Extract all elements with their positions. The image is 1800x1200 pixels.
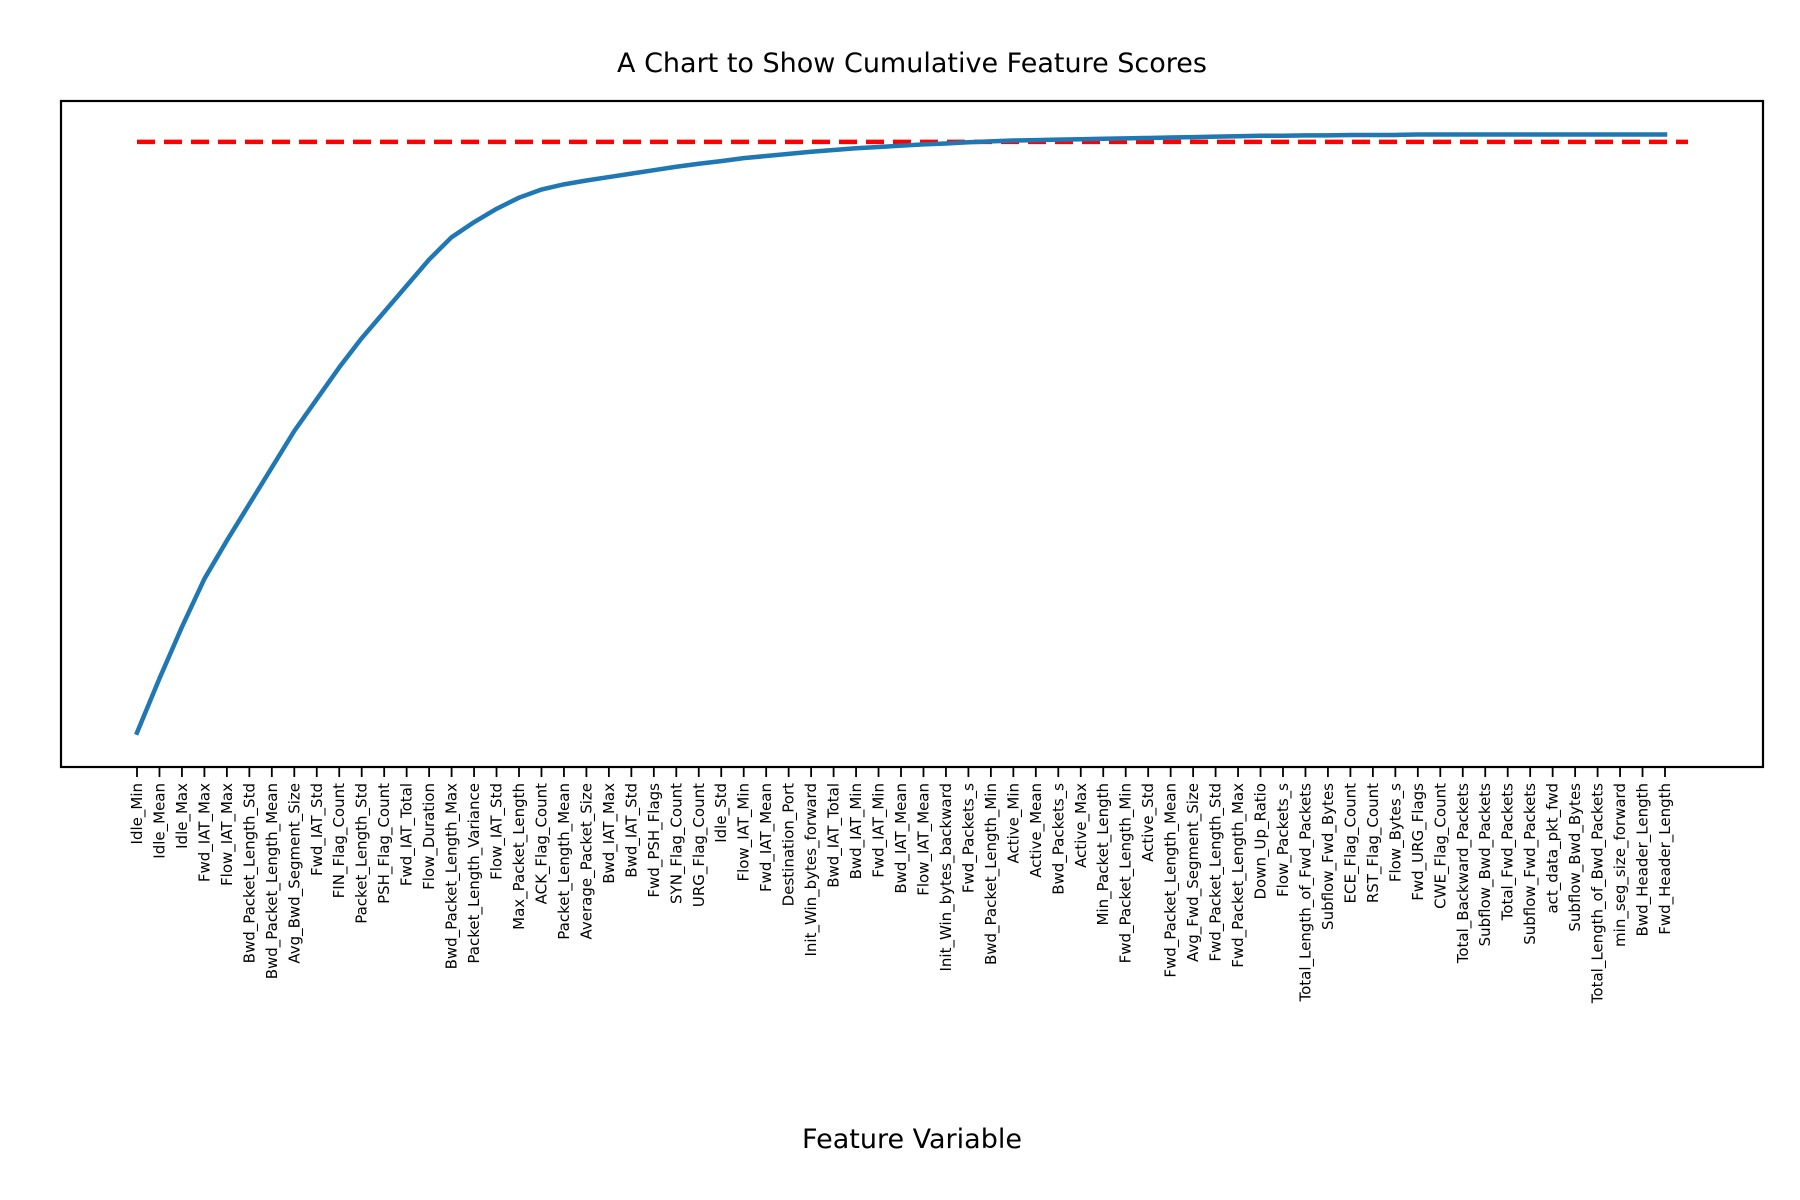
x-tick-label: Average_Packet_Size [577, 783, 596, 939]
x-tick-label: Bwd_IAT_Std [622, 783, 641, 878]
x-tick-label: Fwd_Packet_Length_Max [1229, 783, 1248, 968]
x-tick-label: RST_Flag_Count [1364, 783, 1383, 903]
x-tick-label: SYN_Flag_Count [667, 783, 686, 904]
x-tick-label: Down_Up_Ratio [1252, 783, 1271, 900]
x-tick-label: Flow_Duration [420, 783, 439, 890]
x-tick-label: Idle_Std [712, 783, 731, 843]
x-tick-label: Bwd_IAT_Max [600, 783, 619, 884]
x-tick-label: Packet_Length_Variance [465, 783, 484, 964]
x-tick-label: Fwd_IAT_Total [398, 783, 417, 886]
x-tick-label: Subflow_Bwd_Bytes [1566, 783, 1585, 932]
x-tick-label: Fwd_Packet_Length_Min [1117, 783, 1136, 963]
x-tick-label: Bwd_Header_Length [1634, 783, 1653, 936]
cumulative-score-points [137, 134, 1665, 732]
x-tick-label: Fwd_URG_Flags [1409, 783, 1428, 901]
x-tick-label: act_data_pkt_fwd [1544, 783, 1563, 914]
x-tick-label: Idle_Mean [150, 783, 169, 859]
x-tick-label: Fwd_IAT_Mean [757, 783, 776, 892]
x-axis-tick-labels: Idle_Min Idle_Mean Idle_Max Fwd_IAT_Max Flow… [128, 783, 1675, 1004]
x-tick-label: Avg_Fwd_Segment_Size [1184, 783, 1203, 962]
x-tick-label: Packet_Length_Mean [555, 783, 574, 940]
x-tick-label: Fwd_Packet_Length_Mean [1162, 783, 1181, 978]
x-tick-label: Total_Fwd_Packets [1499, 783, 1518, 922]
x-tick-label: Total_Length_of_Bwd_Packets [1589, 783, 1608, 1004]
x-tick-label: Flow_IAT_Std [488, 783, 507, 880]
x-tick-label: PSH_Flag_Count [375, 783, 394, 904]
x-tick-label: ACK_Flag_Count [532, 783, 551, 904]
x-tick-label: Packet_Length_Std [353, 783, 372, 924]
x-tick-label: Flow_Packets_s [1274, 783, 1293, 897]
x-tick-label: Fwd_Packet_Length_Std [1207, 783, 1226, 962]
x-tick-label: Subflow_Fwd_Bytes [1319, 783, 1338, 930]
x-tick-label: min_seg_size_forward [1611, 783, 1630, 947]
x-tick-label: FIN_Flag_Count [330, 783, 349, 898]
x-tick-label: Fwd_Packets_s [959, 783, 978, 893]
x-tick-label: Fwd_IAT_Max [195, 783, 214, 882]
x-tick-label: Fwd_Header_Length [1656, 783, 1675, 935]
x-tick-label: Idle_Max [173, 783, 192, 849]
x-tick-label: Bwd_IAT_Mean [892, 783, 911, 894]
x-tick-label: Destination_Port [780, 783, 799, 906]
x-tick-label: Flow_IAT_Max [218, 783, 237, 886]
x-tick-label: Total_Length_of_Fwd_Packets [1296, 783, 1315, 1003]
plot-frame [59, 99, 1765, 769]
x-tick-label: Fwd_IAT_Std [308, 783, 327, 876]
x-tick-label: Idle_Min [128, 783, 147, 844]
x-tick-label: Bwd_IAT_Min [847, 783, 866, 879]
x-tick-label: CWE_Flag_Count [1431, 783, 1450, 909]
cumulative-score-line [134, 132, 1668, 736]
x-tick-label: Fwd_PSH_Flags [645, 783, 664, 898]
x-tick-label: Total_Backward_Packets [1454, 783, 1473, 964]
x-tick-label: Active_Max [1072, 783, 1091, 868]
x-tick-label: Subflow_Bwd_Packets [1476, 783, 1495, 947]
x-tick-label: ECE_Flag_Count [1341, 783, 1360, 904]
x-tick-label: Bwd_Packets_s [1049, 783, 1068, 895]
x-tick-label: Max_Packet_Length [510, 783, 529, 930]
x-tick-label: Init_Win_bytes_forward [802, 783, 821, 957]
x-tick-label: Bwd_Packet_Length_Min [982, 783, 1001, 965]
x-tick-label: Bwd_Packet_Length_Std [240, 783, 259, 963]
x-tick-label: Init_Win_bytes_backward [937, 783, 956, 972]
x-tick-label: Active_Std [1139, 783, 1158, 862]
x-tick-label: Active_Min [1004, 783, 1023, 864]
x-tick-label: URG_Flag_Count [690, 783, 709, 907]
x-tick-label: Avg_Bwd_Segment_Size [285, 783, 304, 964]
chart-title: A Chart to Show Cumulative Feature Score… [617, 48, 1207, 79]
x-tick-label: Bwd_Packet_Length_Max [443, 783, 462, 970]
x-tick-label: Bwd_Packet_Length_Mean [263, 783, 282, 979]
x-tick-label: Min_Packet_Length [1094, 783, 1113, 925]
x-axis-ticks [136, 767, 1666, 777]
x-tick-label: Active_Mean [1027, 783, 1046, 878]
x-axis-label: Feature Variable [802, 1124, 1022, 1155]
x-tick-label: Flow_IAT_Mean [914, 783, 933, 896]
x-tick-label: Flow_Bytes_s [1386, 783, 1405, 882]
x-tick-label: Subflow_Fwd_Packets [1521, 783, 1540, 945]
x-tick-label: Flow_IAT_Min [735, 783, 754, 882]
x-tick-label: Bwd_IAT_Total [825, 783, 844, 888]
x-tick-label: Fwd_IAT_Min [870, 783, 889, 878]
